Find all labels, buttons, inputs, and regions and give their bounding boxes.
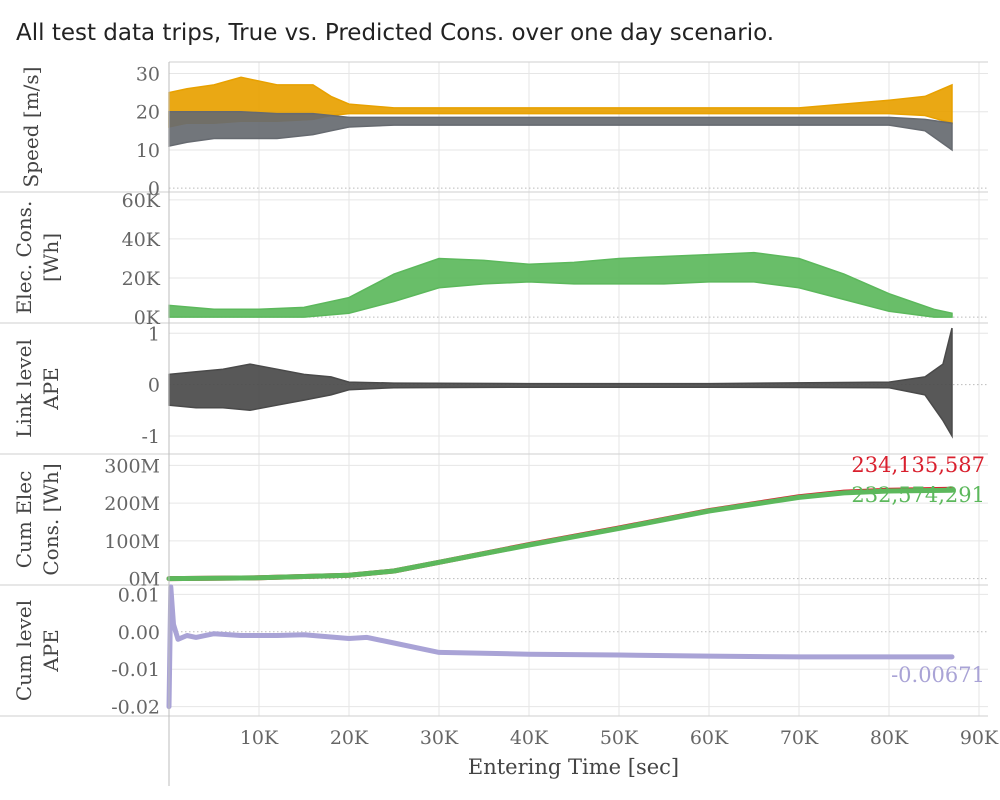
series-link_ape-0 (168, 327, 953, 439)
y-tick-label-cum_ape-1: 0.00 (118, 622, 160, 644)
panel-cum_elec: 300M 200M 100M 0M Cum Elec Cons. [Wh] 234,135,… (0, 453, 988, 591)
y-tick-label-link_ape-0: 1 (148, 323, 160, 345)
y-axis-label-link_ape-1: APE (39, 367, 63, 411)
y-axis-label-elec-1: [Wh] (39, 233, 63, 282)
x-tick-label-0: 10K (240, 727, 279, 749)
x-axis-label: Entering Time [sec] (468, 755, 679, 779)
x-tick-label-6: 70K (780, 727, 819, 749)
y-tick-label-elec-1: 40K (122, 229, 161, 251)
x-tick-label-2: 30K (420, 727, 459, 749)
y-tick-label-elec-3: 0K (134, 307, 161, 329)
x-tick-label-1: 20K (330, 727, 369, 749)
x-tick-label-8: 90K (960, 727, 999, 749)
x-tick-label-3: 40K (510, 727, 549, 749)
series-cum_ape-0 (166, 584, 955, 710)
panel-link_ape: 1 0 -1 Link level APE (0, 323, 988, 455)
panel-elec: 60K 40K 20K 0K Elec. Cons. [Wh] (0, 190, 988, 329)
y-axis-label-elec-0: Elec. Cons. (12, 201, 36, 315)
y-tick-label-cum_elec-3: 0M (128, 569, 160, 591)
panel-cum_ape: 0.01 0.00 -0.01 -0.02 Cum level APE -0.00671 (0, 584, 988, 719)
y-tick-label-link_ape-2: -1 (141, 426, 160, 448)
series-elec-0 (168, 251, 953, 318)
y-tick-label-elec-0: 60K (122, 190, 161, 212)
y-tick-label-cum_elec-2: 100M (104, 531, 160, 553)
panel-speed: 30 20 10 0 Speed [m/s] (0, 63, 988, 200)
y-axis-label-cum_ape-0: Cum level (12, 600, 36, 701)
y-tick-label-cum_elec-1: 200M (104, 493, 160, 515)
y-tick-label-speed-0: 30 (136, 63, 160, 85)
y-tick-label-speed-1: 20 (136, 102, 160, 124)
y-axis-label-link_ape-0: Link level (12, 339, 36, 438)
annotation-cum_ape-0: -0.00671 (891, 663, 985, 687)
x-tick-label-4: 50K (600, 727, 639, 749)
y-tick-label-speed-3: 0 (148, 178, 160, 200)
annotation-cum_elec-1: 232,574,291 (851, 483, 985, 507)
series-speed-1 (168, 110, 953, 152)
x-tick-label-7: 80K (870, 727, 909, 749)
y-axis-label-cum_elec-1: Cons. [Wh] (39, 463, 63, 575)
y-axis-label-cum_elec-0: Cum Elec (12, 471, 36, 569)
y-axis-label-speed-0: Speed [m/s] (19, 67, 43, 188)
y-tick-label-cum_ape-0: 0.01 (118, 584, 160, 606)
y-tick-label-link_ape-1: 0 (148, 375, 160, 397)
y-tick-label-cum_ape-2: -0.01 (111, 659, 160, 681)
y-tick-label-speed-2: 10 (136, 140, 160, 162)
y-axis-label-cum_ape-1: APE (39, 629, 63, 673)
chart-title: All test data trips, True vs. Predicted … (16, 20, 775, 46)
x-tick-label-5: 60K (690, 727, 729, 749)
annotation-cum_elec-0: 234,135,587 (851, 453, 985, 477)
y-tick-label-cum_ape-3: -0.02 (111, 697, 160, 719)
y-tick-label-elec-2: 20K (122, 268, 161, 290)
y-tick-label-cum_elec-0: 300M (104, 455, 160, 477)
series-cum_elec-1 (166, 487, 955, 582)
